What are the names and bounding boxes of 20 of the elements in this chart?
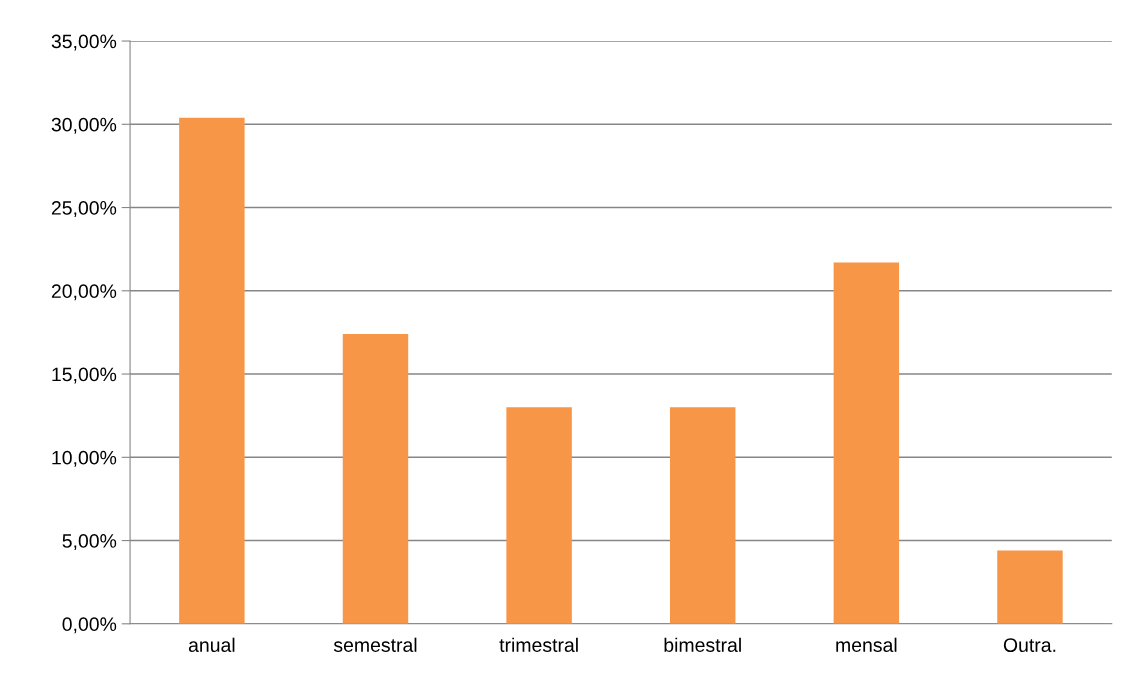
y-tick-label: 20,00%	[51, 284, 117, 301]
x-tick-label: trimestral	[499, 637, 578, 652]
bar	[670, 407, 736, 624]
x-tick-label: bimestral	[664, 637, 741, 652]
y-tick-label: 10,00%	[52, 450, 117, 467]
y-tick-label: 25,00%	[51, 201, 117, 218]
x-tick-label: mensal	[836, 637, 897, 652]
bar	[179, 117, 245, 624]
y-tick-label: 35,00%	[51, 34, 117, 51]
y-tick-label: 15,00%	[52, 367, 117, 384]
y-tick-label: 5,00%	[62, 534, 117, 551]
y-tick-label: 0,00%	[62, 617, 117, 634]
x-tick-label: Outra.	[1003, 638, 1056, 652]
bar	[833, 262, 900, 624]
bar	[506, 407, 572, 624]
y-tick-label: 30,00%	[51, 117, 117, 134]
x-tick-label: semestral	[333, 637, 417, 652]
bar	[342, 334, 409, 624]
bar	[997, 550, 1063, 624]
x-tick-label: anual	[188, 637, 235, 652]
